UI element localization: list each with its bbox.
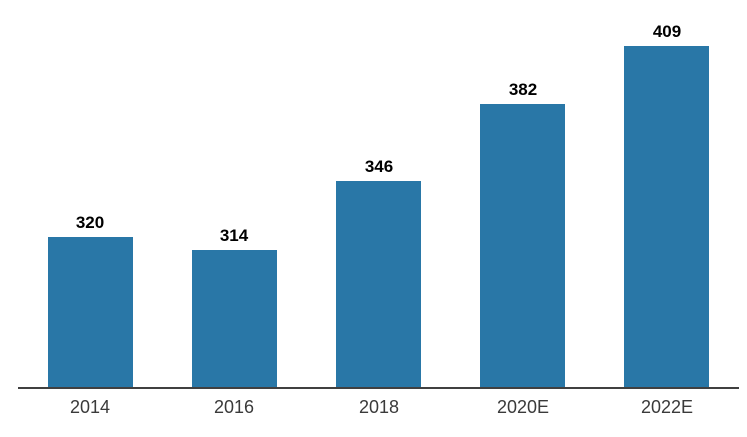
x-tick-label: 2020E [496, 397, 550, 417]
bar-2020E[interactable] [480, 104, 565, 388]
bar-value-label: 382 [508, 80, 538, 99]
bar-2022E[interactable] [624, 46, 709, 388]
bar-value-label: 314 [219, 226, 249, 245]
bar-value-label: 320 [75, 213, 105, 232]
x-tick-label: 2022E [640, 397, 694, 417]
x-tick-label: 2014 [69, 397, 111, 417]
bar-2016[interactable] [192, 250, 277, 388]
bar-value-label: 346 [364, 157, 394, 176]
bar-2018[interactable] [336, 181, 421, 388]
bar-value-label: 409 [652, 22, 682, 41]
bar-2014[interactable] [48, 237, 133, 388]
x-tick-label: 2016 [213, 397, 255, 417]
x-axis-line [18, 387, 739, 389]
x-tick-label: 2018 [358, 397, 400, 417]
